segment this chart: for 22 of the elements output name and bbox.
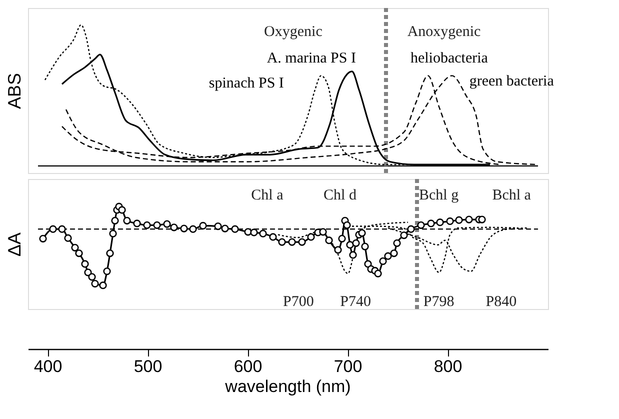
text: Chl d — [324, 188, 357, 204]
text: Chl a — [251, 188, 284, 204]
x-tick-label: 600 — [234, 357, 262, 376]
series-label: heliobacteria — [410, 50, 488, 66]
series-label: green bacteria — [469, 74, 554, 90]
series-label: spinach PS I — [208, 75, 284, 92]
series-label: A. marina PS I — [266, 50, 356, 66]
annotation: Oxygenic — [264, 24, 323, 40]
annotation: Anoxygenic — [407, 24, 481, 40]
y-axis-title: ABS — [4, 72, 24, 110]
x-tick-label: 500 — [134, 357, 162, 376]
text: P740 — [340, 294, 372, 310]
x-tick-label: 400 — [34, 357, 62, 376]
x-tick-label: 800 — [434, 357, 462, 376]
text: P700 — [282, 294, 314, 310]
text: Bchl a — [492, 188, 532, 204]
text: P840 — [486, 294, 517, 310]
x-tick-label: 700 — [334, 357, 362, 376]
x-axis-title: wavelength (nm) — [224, 377, 351, 396]
y-axis-title: ΔA — [4, 232, 24, 257]
text: P798 — [423, 294, 454, 310]
text: Bchl g — [419, 188, 460, 204]
